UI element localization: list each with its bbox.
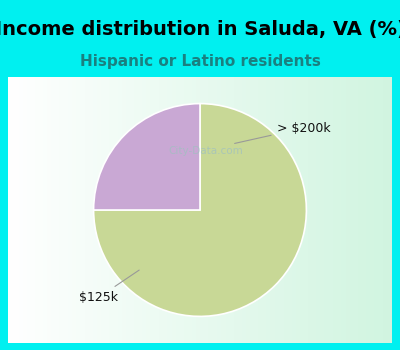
Text: $125k: $125k: [80, 270, 139, 304]
Text: Hispanic or Latino residents: Hispanic or Latino residents: [80, 54, 320, 69]
Text: Income distribution in Saluda, VA (%): Income distribution in Saluda, VA (%): [0, 20, 400, 39]
Wedge shape: [94, 104, 306, 316]
Text: > $200k: > $200k: [235, 121, 330, 144]
Wedge shape: [94, 104, 200, 210]
Text: City-Data.com: City-Data.com: [168, 147, 243, 156]
